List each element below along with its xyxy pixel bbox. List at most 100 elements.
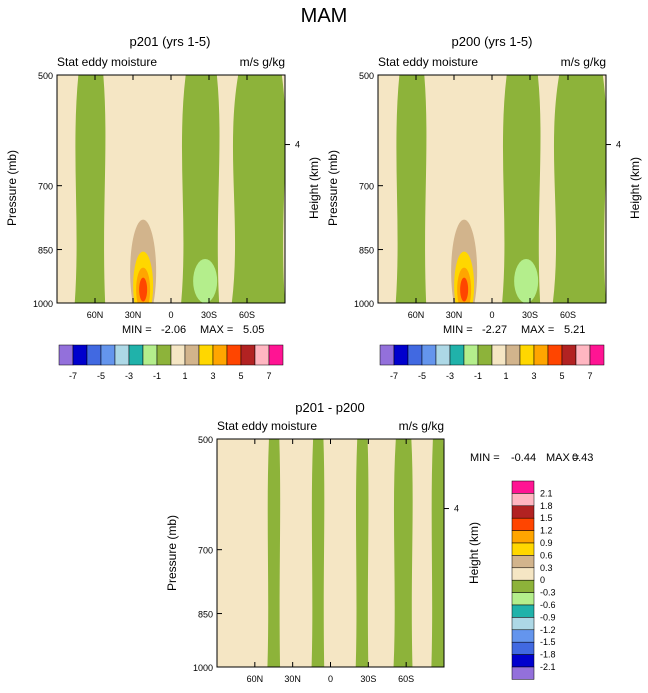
negative-band — [431, 439, 444, 667]
y-axis-right-label: Height (km) — [628, 157, 642, 219]
colorbar-swatch — [198, 344, 214, 366]
colorbar-label: 7 — [587, 371, 592, 381]
y-tick-label: 1000 — [354, 299, 374, 309]
colorbar-label: 5 — [559, 371, 564, 381]
min-label: MIN = — [470, 452, 500, 464]
x-tick-label: 60N — [87, 310, 104, 320]
panel-p201: p201 (yrs 1-5) Stat eddy moisture m/s g/… — [5, 34, 321, 336]
panel-title: p201 (yrs 1-5) — [130, 34, 211, 49]
colorbar-swatch — [128, 344, 144, 366]
y-tick-label: 1000 — [193, 663, 213, 673]
panel-left-label: Stat eddy moisture — [217, 419, 317, 433]
y-axis-right-label: Height (km) — [467, 522, 481, 584]
panel-left-label: Stat eddy moisture — [57, 55, 157, 69]
x-tick-label: 30N — [446, 310, 463, 320]
colorbar-swatch — [393, 344, 409, 366]
colorbar-label: 3 — [210, 371, 215, 381]
colorbar-label: -1.2 — [540, 625, 556, 635]
contour-light-green — [193, 259, 218, 303]
colorbar-label: -7 — [69, 371, 77, 381]
colorbar-swatch — [511, 629, 535, 643]
colorbar-label: -2.1 — [540, 662, 556, 672]
colorbar-swatch — [268, 344, 284, 366]
colorbar-label: 0.6 — [540, 550, 553, 560]
contour-field — [217, 439, 444, 667]
x-tick-label: 0 — [489, 310, 494, 320]
contour-field — [378, 75, 606, 303]
negative-band — [355, 439, 369, 667]
max-value: 5.21 — [564, 324, 585, 336]
figure-title: MAM — [301, 5, 348, 27]
plot-area: 500 700 850 1000 4 60N 30N 0 30S 60S — [354, 71, 621, 320]
y-axis-label: Pressure (mb) — [165, 515, 179, 591]
plot-area: 500 700 850 1000 4 60N 30N 0 30S 60S — [33, 71, 300, 320]
colorbar-swatch — [491, 344, 507, 366]
colorbar-swatch — [511, 480, 535, 494]
colorbar-p201: -7 -5 -3 -1 1 3 5 7 — [58, 344, 284, 381]
negative-band — [393, 439, 413, 667]
colorbar-swatch — [519, 344, 535, 366]
y-tick-label: 850 — [359, 246, 374, 256]
colorbar-label: -7 — [390, 371, 398, 381]
y-tick-label: 700 — [359, 182, 374, 192]
max-label: MAX = — [546, 452, 579, 464]
colorbar-label: 1.5 — [540, 513, 553, 523]
panel-right-label: m/s g/kg — [399, 419, 444, 433]
colorbar-swatch — [511, 592, 535, 606]
colorbar-swatch — [100, 344, 116, 366]
colorbar-swatch — [226, 344, 242, 366]
colorbar-label: 0.3 — [540, 563, 553, 573]
contour-maximum — [460, 277, 469, 302]
x-tick-label: 0 — [328, 674, 333, 684]
colorbar-label: 1 — [503, 371, 508, 381]
colorbar-swatch — [511, 555, 535, 569]
colorbar-swatch — [142, 344, 158, 366]
contour-light-green — [514, 259, 539, 303]
colorbar-label: -0.9 — [540, 612, 556, 622]
x-tick-label: 30N — [125, 310, 142, 320]
x-tick-label: 30S — [201, 310, 217, 320]
y-tick-right-label: 4 — [454, 504, 459, 514]
colorbar-swatch — [575, 344, 591, 366]
x-tick-label: 60S — [398, 674, 414, 684]
y-axis-label: Pressure (mb) — [326, 150, 340, 226]
y-tick-label: 500 — [198, 435, 213, 445]
min-value: -0.44 — [511, 452, 536, 464]
colorbar-label: 2.1 — [540, 488, 553, 498]
colorbar-swatch — [589, 344, 605, 366]
min-label: MIN = — [443, 324, 473, 336]
colorbar-label: 1.2 — [540, 526, 553, 536]
max-value: 5.05 — [243, 324, 264, 336]
y-axis-label: Pressure (mb) — [5, 150, 19, 226]
colorbar-label: 5 — [238, 371, 243, 381]
panel-title: p200 (yrs 1-5) — [452, 34, 533, 49]
x-tick-label: 0 — [168, 310, 173, 320]
colorbar-swatch — [240, 344, 256, 366]
negative-band — [311, 439, 325, 667]
colorbar-label: -5 — [97, 371, 105, 381]
colorbar-swatch — [547, 344, 563, 366]
colorbar-swatch — [379, 344, 395, 366]
colorbar-swatch — [463, 344, 479, 366]
y-tick-label: 700 — [38, 182, 53, 192]
max-label: MAX = — [200, 324, 233, 336]
y-tick-right-label: 4 — [616, 140, 621, 150]
panel-right-label: m/s g/kg — [561, 55, 606, 69]
x-tick-label: 60N — [408, 310, 425, 320]
colorbar-swatch — [477, 344, 493, 366]
colorbar-label: 0 — [540, 575, 545, 585]
colorbar-label: -1.8 — [540, 650, 556, 660]
panel-p200: p200 (yrs 1-5) Stat eddy moisture m/s g/… — [326, 34, 642, 336]
colorbar-swatch — [184, 344, 200, 366]
y-tick-label: 700 — [198, 546, 213, 556]
min-value: -2.27 — [482, 324, 507, 336]
colorbar-label: 7 — [266, 371, 271, 381]
negative-band — [181, 75, 220, 303]
plot-area: 500 700 850 1000 4 60N 30N 0 30S 60S — [193, 435, 459, 684]
panel-left-label: Stat eddy moisture — [378, 55, 478, 69]
colorbar-label: -5 — [418, 371, 426, 381]
colorbar-label: 3 — [531, 371, 536, 381]
contour-field — [57, 75, 285, 303]
min-label: MIN = — [122, 324, 152, 336]
colorbar-swatch — [511, 666, 535, 680]
